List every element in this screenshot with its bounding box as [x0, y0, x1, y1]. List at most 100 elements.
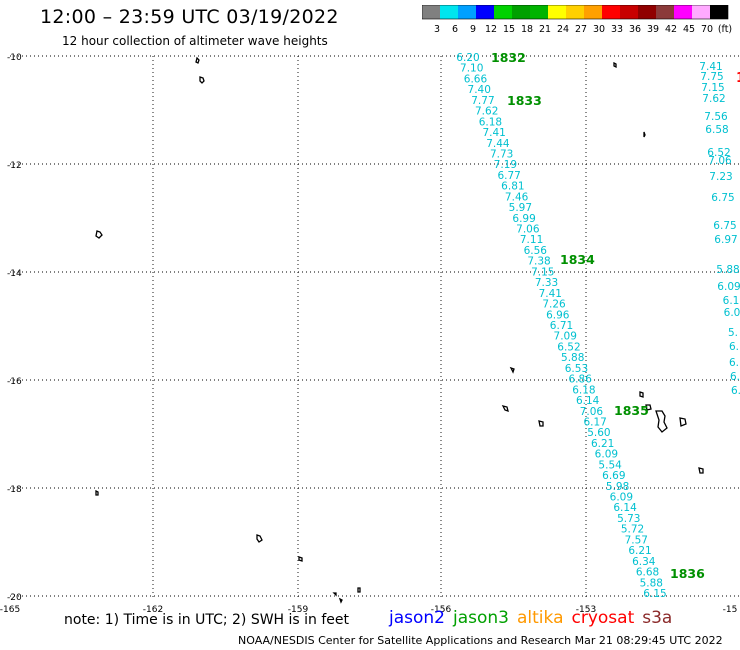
swh-value: 6.	[731, 385, 740, 397]
island	[655, 410, 668, 433]
color-scale-label: 70	[701, 24, 713, 35]
color-scale-legend: 3 6 9 12 15 18 21 24 27 30 33 36 39 42 45 70 (ft)	[422, 5, 732, 35]
swh-value: 5.	[728, 327, 738, 339]
swh-value: 6.	[729, 357, 739, 369]
color-swatch	[512, 5, 530, 19]
color-scale-label: (ft)	[718, 24, 732, 35]
swh-value: 7.75	[700, 71, 723, 83]
lon-label: -162	[143, 605, 163, 615]
swh-value: 6.66	[464, 73, 488, 85]
color-swatch	[422, 5, 440, 19]
swh-value: 7.40	[468, 84, 491, 96]
island	[95, 489, 99, 496]
swh-value: 7.15	[531, 266, 554, 278]
color-scale-label: 33	[611, 24, 623, 35]
swh-value: 6.96	[546, 309, 570, 321]
swh-value: 7.06	[516, 224, 540, 236]
satellite-legend-item: jason2	[389, 608, 445, 628]
color-swatch	[656, 5, 674, 19]
color-scale-label: 45	[683, 24, 695, 35]
time-label: 1833	[507, 93, 542, 108]
island	[645, 404, 652, 411]
swh-value: 6.	[729, 341, 739, 353]
island	[613, 61, 617, 69]
swh-value: 6.15	[643, 588, 666, 600]
swh-value: 7.26	[542, 299, 566, 311]
swh-value: 5.88	[716, 264, 739, 276]
swh-value: 6.81	[501, 181, 524, 193]
swh-value: 6.52	[707, 147, 730, 159]
island	[95, 230, 103, 239]
chart-subtitle: 12 hour collection of altimeter wave hei…	[62, 34, 328, 48]
red-edge-label: 1	[736, 71, 740, 86]
time-label: 1834	[560, 252, 595, 267]
swh-value: 7.77	[471, 95, 494, 107]
swh-value: 5.72	[621, 524, 644, 536]
swh-value: 5.98	[606, 481, 629, 493]
color-swatch	[440, 5, 458, 19]
swh-value: 6.18	[479, 116, 502, 128]
satellite-legend-item: cryosat	[571, 608, 635, 628]
lat-label: -12	[7, 161, 22, 171]
color-swatch	[692, 5, 710, 19]
color-swatch	[476, 5, 494, 19]
swh-value: 6.	[730, 371, 740, 383]
lat-label: -16	[7, 377, 22, 387]
satellite-legend-item: altika	[517, 608, 564, 628]
swh-value: 6.99	[512, 213, 535, 225]
lat-label: -14	[7, 269, 22, 279]
island	[679, 417, 687, 427]
swh-value: 6.86	[569, 374, 593, 386]
lon-label: -153	[576, 605, 596, 615]
swh-value: 6.14	[613, 502, 637, 514]
swh-value: 7.06	[580, 406, 604, 418]
swh-value: 6.09	[717, 281, 740, 293]
swh-value: 7.38	[527, 256, 550, 268]
swh-value: 6.58	[705, 124, 728, 136]
color-scale-label: 42	[665, 24, 677, 35]
color-scale-label: 12	[485, 24, 497, 35]
time-label: 1835	[614, 403, 649, 418]
swh-value: 5.97	[509, 202, 532, 214]
lat-label: -18	[7, 485, 22, 495]
lat-label: -10	[7, 53, 22, 63]
time-label: 1836	[670, 566, 705, 581]
swh-value: 6.69	[602, 470, 625, 482]
color-scale-label: 21	[539, 24, 551, 35]
grid-lines	[10, 55, 740, 600]
swh-value: 6.21	[628, 545, 651, 557]
swh-value: 5.73	[617, 513, 640, 525]
color-scale-label: 39	[647, 24, 659, 35]
swh-value: 7.56	[704, 111, 728, 123]
swh-value: 6.21	[591, 438, 614, 450]
island	[639, 391, 644, 398]
satellite-legend-item: jason3	[453, 608, 509, 628]
color-swatch	[548, 5, 566, 19]
island	[357, 587, 361, 593]
swh-value: 5.88	[561, 352, 584, 364]
swh-value: 6.53	[565, 363, 588, 375]
islands	[95, 56, 704, 604]
color-swatch	[710, 5, 728, 19]
color-scale-label: 27	[575, 24, 587, 35]
color-swatch	[674, 5, 692, 19]
swh-value: 7.62	[702, 93, 725, 105]
swh-value: 7.19	[494, 159, 517, 171]
color-swatch	[602, 5, 620, 19]
credit-line: NOAA/NESDIS Center for Satellite Applica…	[238, 634, 723, 647]
swh-value: 7.10	[460, 63, 483, 75]
swh-value: 6.75	[711, 192, 734, 204]
swh-value: 7.46	[505, 191, 529, 203]
color-swatch	[458, 5, 476, 19]
swh-value: 6.71	[550, 320, 573, 332]
swh-value: 7.62	[475, 106, 498, 118]
altimeter-track-values: 6.207.106.667.407.777.626.187.417.447.73…	[456, 52, 666, 600]
axis-labels: -10 -12 -14 -16 -18 -20 -165 -162 -159 -156 -153 -1…	[0, 53, 737, 615]
swh-value: 5.88	[640, 577, 663, 589]
island	[501, 405, 509, 412]
island	[643, 131, 646, 138]
color-scale-label: 18	[521, 24, 533, 35]
island	[199, 76, 205, 84]
color-scale-label: 3	[434, 24, 440, 35]
